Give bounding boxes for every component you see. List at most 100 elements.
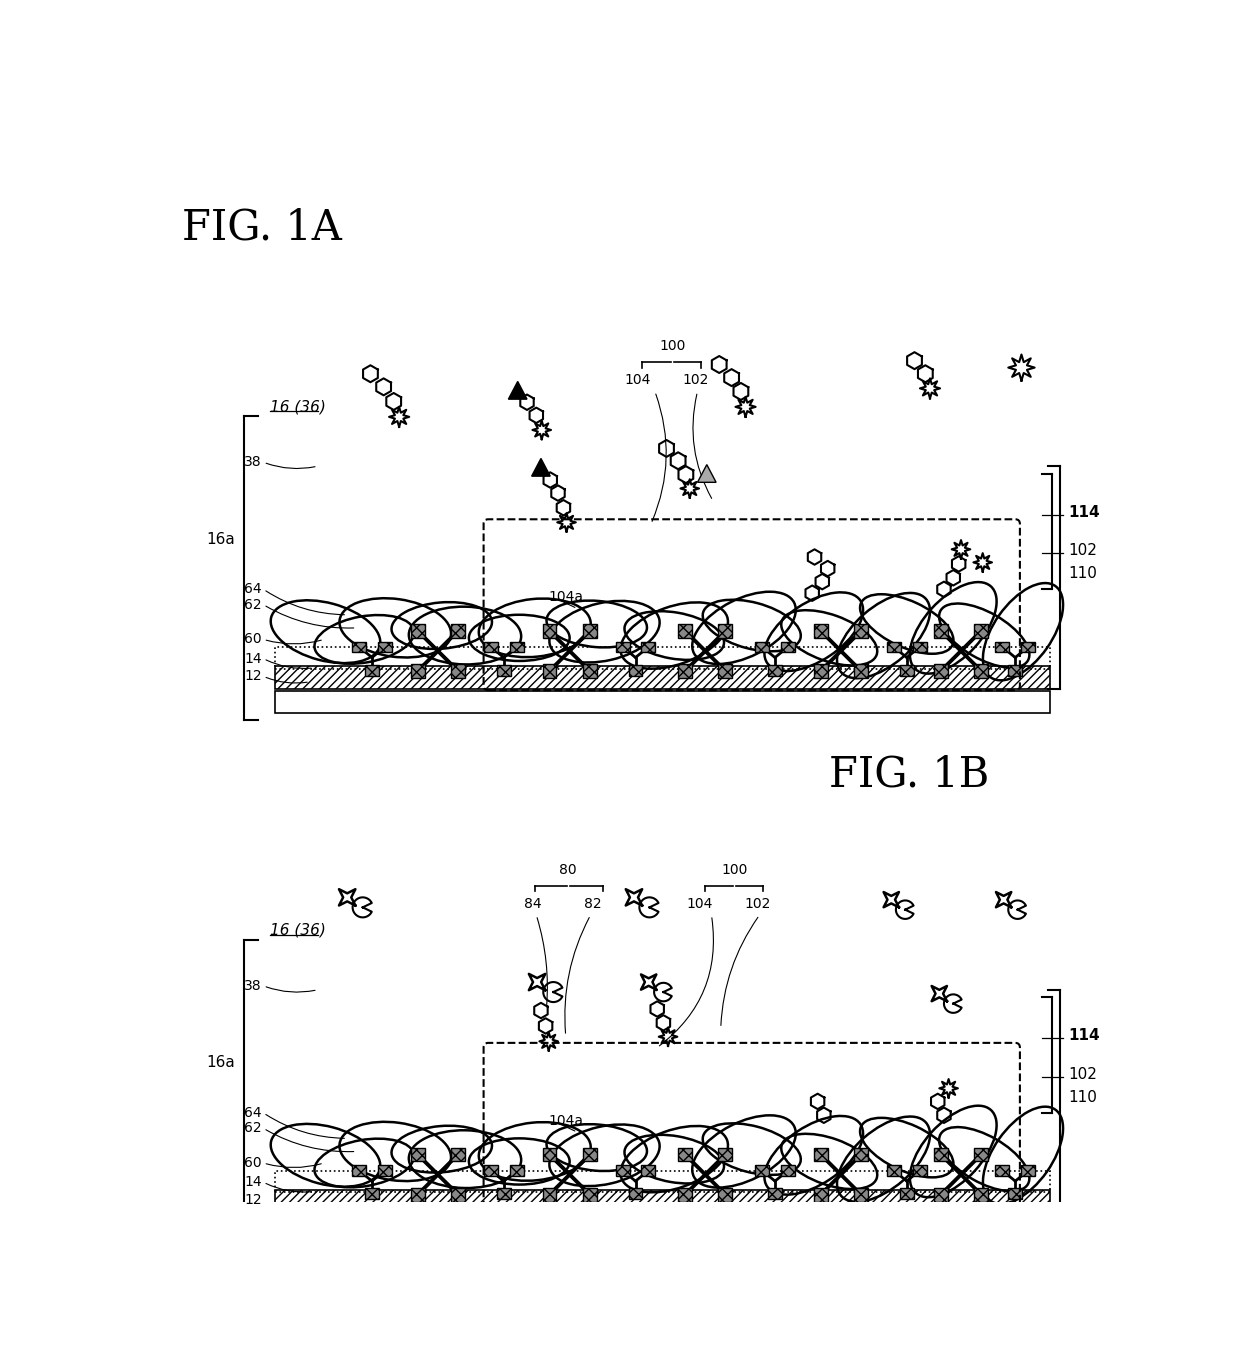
Text: 102: 102 [1068, 1066, 1097, 1081]
Bar [996, 641, 1009, 652]
Text: 16a: 16a [206, 1056, 234, 1071]
Polygon shape [532, 459, 551, 477]
Text: 102: 102 [1068, 543, 1097, 559]
Bar [410, 1148, 424, 1161]
Bar [975, 1188, 988, 1202]
Bar [275, 691, 1050, 713]
Bar [900, 664, 914, 675]
Bar [510, 1165, 523, 1176]
Bar [543, 664, 557, 678]
Bar [275, 1215, 1050, 1237]
Polygon shape [508, 382, 527, 400]
Bar [813, 1148, 828, 1161]
Bar [813, 664, 828, 678]
Bar [451, 1188, 465, 1202]
Bar [768, 664, 782, 675]
Bar [718, 664, 733, 678]
Text: 102: 102 [683, 373, 709, 387]
Bar [975, 624, 988, 637]
Bar [718, 1148, 733, 1161]
Text: FIG. 1A: FIG. 1A [182, 207, 342, 248]
Bar [629, 1188, 642, 1199]
Text: 12: 12 [244, 1193, 262, 1207]
Bar [934, 1148, 947, 1161]
Bar [543, 624, 557, 637]
Bar [718, 624, 733, 637]
Bar [900, 1188, 914, 1199]
Bar [678, 1188, 692, 1202]
Bar [755, 641, 769, 652]
Text: 62: 62 [244, 598, 262, 612]
Text: FIG. 1B: FIG. 1B [830, 753, 990, 795]
Bar [629, 664, 642, 675]
Bar [913, 641, 926, 652]
Text: 14: 14 [244, 1176, 262, 1189]
Bar [641, 1165, 655, 1176]
Bar [678, 624, 692, 637]
Bar [768, 1188, 782, 1199]
Bar [887, 1165, 901, 1176]
Bar [378, 1165, 392, 1176]
Text: 104: 104 [625, 373, 651, 387]
Bar [641, 641, 655, 652]
Bar [410, 664, 424, 678]
Bar [854, 1148, 868, 1161]
Text: 60: 60 [244, 632, 262, 647]
Bar [913, 1165, 926, 1176]
Bar [365, 664, 379, 675]
Bar [510, 641, 523, 652]
Text: 64: 64 [244, 582, 262, 597]
Bar [854, 624, 868, 637]
Bar [934, 664, 947, 678]
Text: 100: 100 [660, 339, 686, 352]
Bar [275, 1189, 1050, 1214]
Text: 102: 102 [745, 896, 771, 910]
Text: 104: 104 [687, 896, 713, 910]
Text: 64: 64 [244, 1106, 262, 1120]
Bar [1008, 664, 1022, 675]
Text: 16 (36): 16 (36) [270, 400, 326, 414]
Bar [583, 1148, 596, 1161]
Text: 110: 110 [1068, 1089, 1097, 1106]
Bar [583, 664, 596, 678]
Bar [616, 1165, 630, 1176]
Bar [1008, 1188, 1022, 1199]
Bar [996, 1165, 1009, 1176]
Bar [813, 1188, 828, 1202]
Bar [583, 1188, 596, 1202]
Polygon shape [697, 464, 717, 482]
Bar [451, 1148, 465, 1161]
Bar [934, 1188, 947, 1202]
Bar [410, 624, 424, 637]
Bar [275, 1170, 1050, 1192]
Text: 84: 84 [525, 896, 542, 910]
Bar [497, 664, 511, 675]
Bar [484, 1165, 498, 1176]
Bar [497, 1188, 511, 1199]
Bar [410, 1188, 424, 1202]
Text: 12: 12 [244, 670, 262, 683]
Bar [365, 1188, 379, 1199]
Bar [854, 664, 868, 678]
Bar [543, 1148, 557, 1161]
Text: 14: 14 [244, 652, 262, 666]
Bar [678, 664, 692, 678]
Bar [813, 624, 828, 637]
Bar [484, 641, 498, 652]
Text: 80: 80 [559, 863, 577, 876]
Bar [1021, 641, 1035, 652]
Bar [451, 624, 465, 637]
Bar [781, 1165, 795, 1176]
Text: 110: 110 [1068, 567, 1097, 582]
Text: 100: 100 [722, 863, 748, 876]
Bar [887, 641, 901, 652]
Bar [451, 664, 465, 678]
Bar [1021, 1165, 1035, 1176]
Bar [975, 1148, 988, 1161]
Text: 16 (36): 16 (36) [270, 923, 326, 938]
Text: 60: 60 [244, 1156, 262, 1170]
Text: 62: 62 [244, 1122, 262, 1135]
Text: 16a: 16a [206, 532, 234, 547]
Bar [678, 1148, 692, 1161]
Bar [275, 667, 1050, 690]
